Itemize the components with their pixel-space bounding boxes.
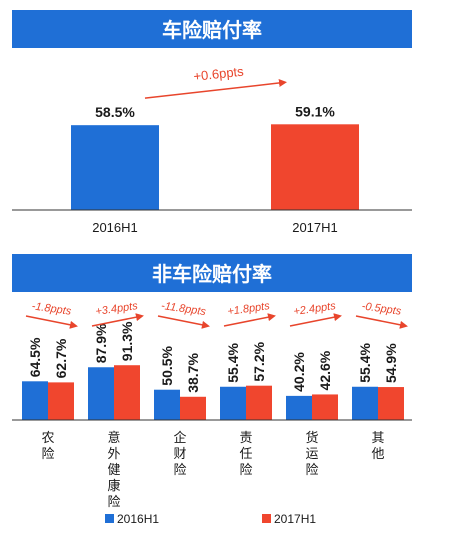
bottom-x-tick-label: 意外健康险 [107,430,120,509]
bottom-bar-2016h1-1 [88,367,114,420]
bottom-change-arrow [25,315,78,329]
bottom-chart-title-banner [12,254,412,292]
bottom-change-label: +3.4ppts [95,300,139,318]
bottom-bar-2017h1-4 [312,394,338,420]
legend-label-2017h1: 2017H1 [274,512,316,526]
bottom-change-label: +2.4ppts [293,300,337,318]
bottom-x-tick-label: 责任险 [239,430,252,477]
legend-label-2016h1: 2016H1 [117,512,159,526]
bottom-bar-value-label: 57.2% [251,341,267,381]
legend-swatch-2016h1 [105,514,114,523]
bottom-bar-2016h1-5 [352,386,378,420]
bottom-x-tick-label: 农险 [41,430,54,461]
bottom-bar-value-label: 50.5% [159,345,175,385]
top-change-label: +0.6ppts [193,64,245,84]
bottom-change-arrow [355,315,408,329]
bottom-change-label: +1.8ppts [227,300,271,318]
bottom-change-arrow [223,313,276,327]
bottom-x-tick-label: 企财险 [173,430,186,477]
bottom-bar-2016h1-0 [22,381,48,420]
bottom-bar-2016h1-3 [220,386,246,420]
bottom-x-tick-label: 其他 [371,430,384,461]
bottom-bar-2017h1-5 [378,387,404,420]
bottom-bar-value-label: 64.5% [27,337,43,377]
top-change-arrow [144,79,287,99]
bottom-change-label: -1.8ppts [31,300,73,317]
top-bar-value-label: 59.1% [295,103,335,119]
bottom-bar-value-label: 55.4% [357,343,373,383]
bottom-bar-2016h1-2 [154,389,180,420]
bottom-change-arrow [289,313,342,327]
top-bar-2017h1 [271,124,359,210]
legend: 2016H1 2017H1 [105,512,316,526]
top-chart-title-banner [12,10,412,48]
legend-swatch-2017h1 [262,514,271,523]
top-chart-title: 车险赔付率 [162,18,262,42]
bottom-bar-value-label: 62.7% [53,338,69,378]
bottom-change-label: -0.5ppts [361,300,403,317]
bottom-bar-value-label: 40.2% [291,352,307,392]
bottom-change-arrow [157,315,210,329]
bottom-bar-2017h1-2 [180,396,206,420]
bottom-bar-value-label: 54.9% [383,343,399,383]
bottom-change-arrow [91,313,144,327]
bottom-change-label: -11.8ppts [160,300,207,318]
bottom-bar-value-label: 91.3% [119,321,135,361]
top-bar-value-label: 58.5% [95,104,135,120]
top-x-tick-label: 2016H1 [92,220,138,235]
bottom-x-tick-label: 货运险 [305,430,318,477]
top-x-tick-label: 2017H1 [292,220,338,235]
bottom-chart-title: 非车险赔付率 [152,262,272,286]
bottom-bar-2016h1-4 [286,395,312,420]
bottom-bar-value-label: 55.4% [225,343,241,383]
bottom-bar-value-label: 87.9% [93,323,109,363]
bottom-bar-2017h1-3 [246,385,272,420]
bottom-bar-2017h1-0 [48,382,74,420]
top-bar-2016h1 [71,125,159,210]
bottom-bar-2017h1-1 [114,365,140,420]
bottom-bar-value-label: 42.6% [317,350,333,390]
bottom-bar-value-label: 38.7% [185,353,201,393]
